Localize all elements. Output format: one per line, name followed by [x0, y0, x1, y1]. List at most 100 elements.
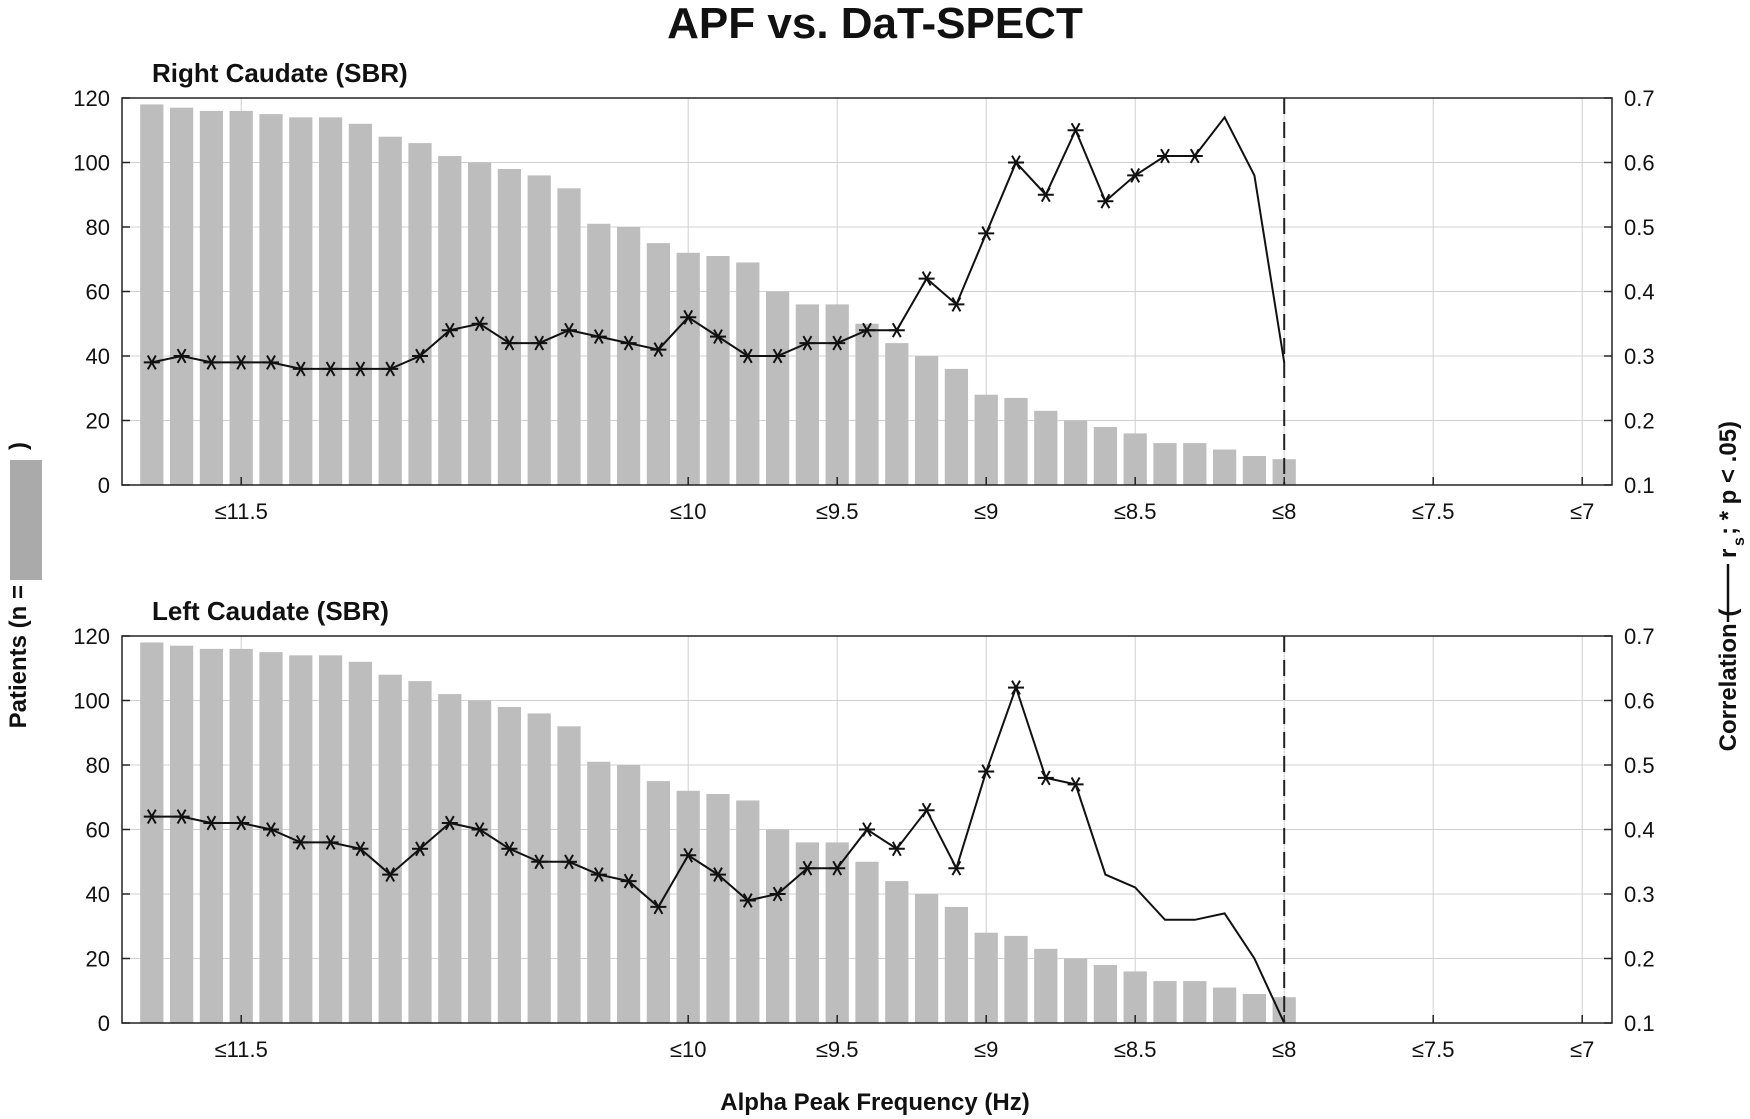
significance-marker — [501, 841, 518, 857]
right-y-tick-label: 0.1 — [1624, 473, 1655, 498]
left-y-tick-label: 20 — [86, 409, 110, 434]
bar-patients — [557, 188, 581, 486]
bar-patients — [438, 694, 462, 1023]
significance-marker — [531, 335, 548, 351]
asterisk-stroke — [951, 296, 962, 312]
asterisk-stroke — [564, 854, 574, 870]
significance-marker — [173, 348, 190, 364]
bar-patients — [1183, 443, 1207, 485]
significance-marker — [412, 348, 428, 364]
significance-marker — [799, 335, 816, 351]
bar-patients — [348, 123, 373, 486]
asterisk-stroke — [713, 867, 723, 883]
significance-marker — [1037, 187, 1054, 203]
significance-marker — [620, 873, 637, 889]
left-y-axis-label: Patients (n = ) — [5, 442, 42, 728]
bar-patients — [348, 661, 373, 1023]
significance-marker — [263, 822, 279, 837]
bar-patients — [1183, 981, 1207, 1023]
bar-patients — [229, 648, 253, 1023]
left-y-tick-label: 60 — [86, 818, 110, 843]
bar-patients — [140, 642, 164, 1023]
significance-marker — [680, 847, 697, 863]
asterisk-stroke — [266, 354, 276, 370]
asterisk-stroke — [415, 348, 425, 364]
left-y-tick-label: 60 — [86, 280, 110, 305]
bar-patients — [1123, 971, 1147, 1023]
asterisk-stroke — [593, 867, 604, 883]
bar-patients — [1034, 410, 1058, 485]
asterisk-stroke — [981, 225, 992, 241]
asterisk-stroke — [921, 271, 932, 287]
significance-marker — [650, 342, 667, 358]
asterisk-stroke — [742, 893, 753, 908]
left-y-tick-label: 100 — [73, 151, 110, 176]
bar-patients — [229, 110, 253, 486]
bar-patients — [378, 136, 402, 485]
asterisk-stroke — [504, 841, 515, 857]
asterisk-stroke — [1160, 148, 1170, 164]
bar-patients — [974, 394, 998, 485]
bar-patients — [497, 168, 522, 485]
bar-patients — [289, 655, 313, 1023]
x-tick-label: ≤9 — [974, 1037, 998, 1062]
significance-marker — [859, 322, 875, 338]
bar-patients — [318, 117, 343, 485]
bar-patients — [1063, 420, 1088, 485]
significance-marker — [412, 841, 428, 857]
significance-marker — [680, 309, 697, 325]
bar-patients — [527, 713, 551, 1023]
significance-marker — [352, 361, 369, 377]
bar-patients — [1004, 397, 1028, 485]
significance-marker — [710, 329, 726, 345]
right-y-tick-label: 0.3 — [1624, 882, 1655, 907]
asterisk-stroke — [653, 899, 664, 915]
bar-patients — [1242, 455, 1267, 485]
right-y-axis-label-r: r — [1715, 549, 1742, 558]
bar-patients — [1004, 935, 1028, 1023]
significance-marker — [888, 841, 905, 857]
right-y-tick-label: 0.7 — [1624, 624, 1655, 649]
significance-marker — [590, 329, 607, 345]
bar-patients — [736, 800, 760, 1023]
right-y-tick-label: 0.2 — [1624, 947, 1655, 972]
x-tick-label: ≤8 — [1272, 1037, 1296, 1062]
x-tick-label: ≤10 — [670, 1037, 707, 1062]
x-tick-label: ≤9 — [974, 499, 998, 524]
panel-title: Left Caudate (SBR) — [152, 596, 389, 626]
asterisk-stroke — [772, 348, 783, 364]
significance-marker — [561, 854, 577, 870]
bar-patients — [587, 761, 611, 1023]
significance-marker — [948, 296, 965, 312]
asterisk-stroke — [1100, 193, 1111, 209]
asterisk-stroke — [176, 809, 187, 825]
x-tick-label: ≤7 — [1570, 499, 1594, 524]
bar-patients — [765, 291, 790, 485]
asterisk-stroke — [653, 342, 664, 358]
bar-patients — [1034, 948, 1058, 1023]
bar-patients — [676, 252, 700, 485]
x-tick-label: ≤8 — [1272, 499, 1296, 524]
asterisk-stroke — [355, 841, 366, 857]
left-y-tick-label: 20 — [86, 947, 110, 972]
bar-patients — [795, 842, 820, 1023]
significance-marker — [1097, 193, 1114, 209]
asterisk-stroke — [325, 834, 336, 850]
significance-marker — [441, 322, 458, 338]
left-y-tick-label: 0 — [98, 1011, 110, 1036]
asterisk-stroke — [1040, 770, 1051, 786]
asterisk-stroke — [921, 802, 932, 818]
bar-patients — [944, 368, 969, 485]
x-tick-label: ≤7 — [1570, 1037, 1594, 1062]
asterisk-stroke — [1189, 148, 1200, 164]
significance-marker — [1008, 680, 1024, 696]
bar-patients — [169, 645, 194, 1023]
bar-patients — [289, 117, 313, 485]
significance-marker — [620, 335, 637, 351]
bar-patients — [408, 681, 432, 1023]
bar-patients — [855, 861, 879, 1023]
significance-marker — [1008, 155, 1024, 170]
right-y-tick-label: 0.6 — [1624, 151, 1655, 176]
significance-marker — [233, 815, 250, 831]
significance-marker — [1067, 122, 1084, 138]
